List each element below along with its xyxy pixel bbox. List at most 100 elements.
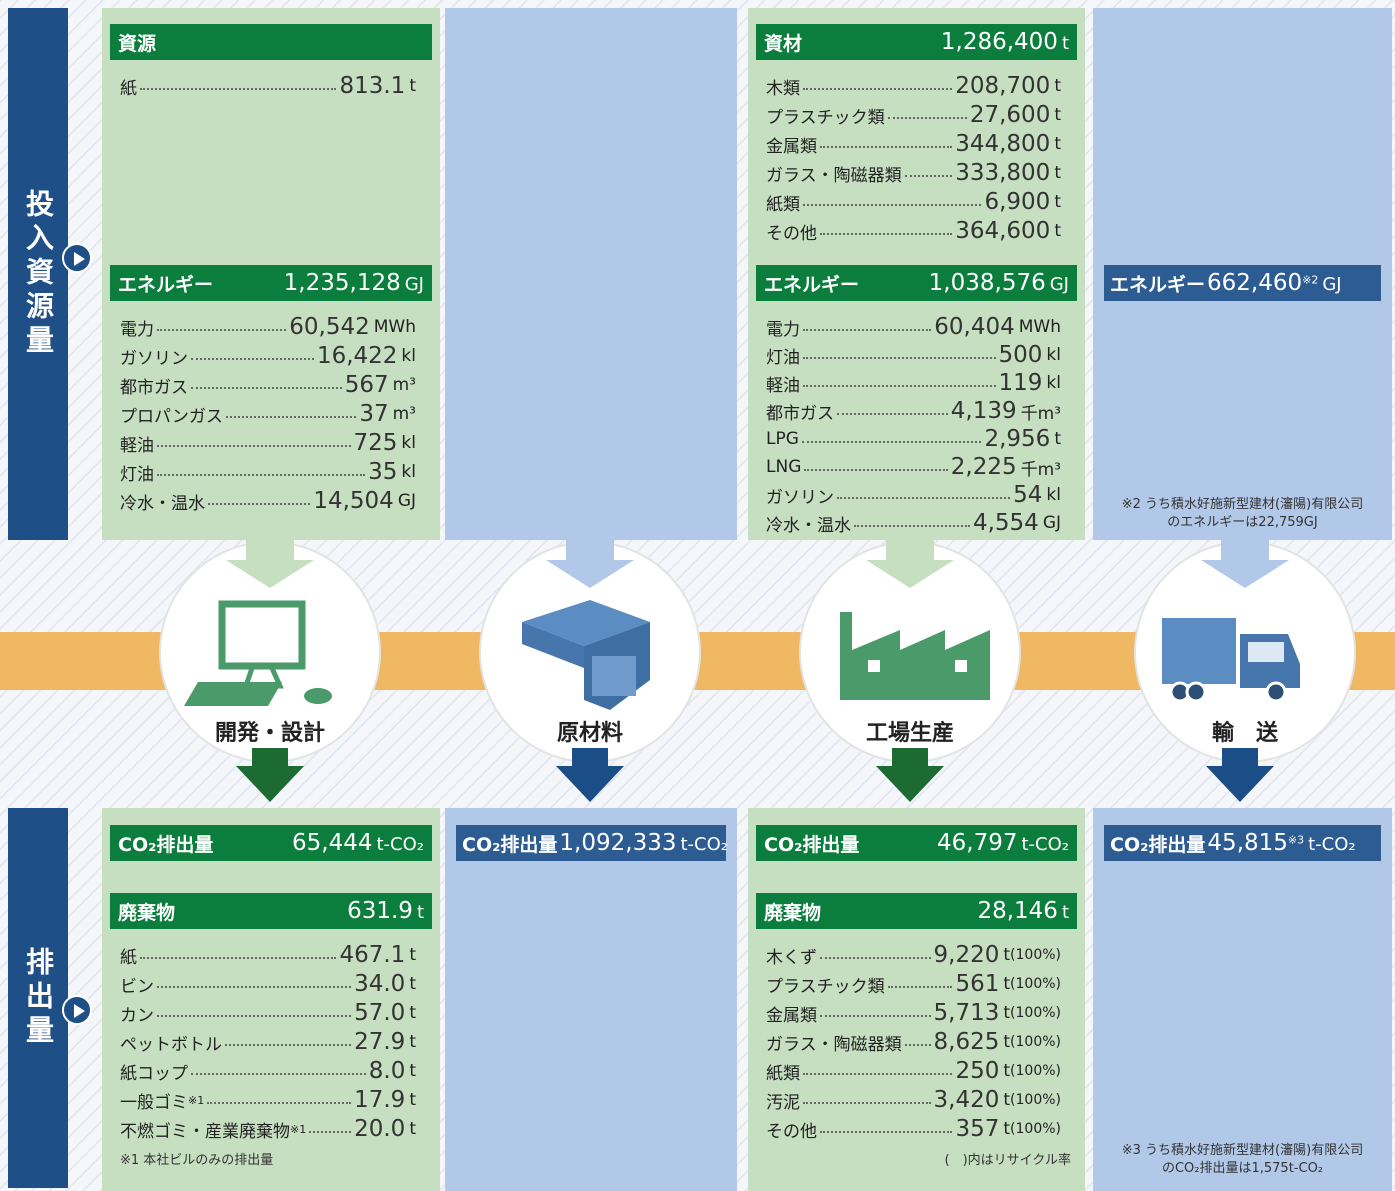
item-value: 567 <box>344 372 389 398</box>
icon-beam <box>592 656 636 696</box>
section-total: 1,092,333 t-CO₂ <box>559 830 728 856</box>
item-value: 250 <box>955 1058 1000 1084</box>
leader <box>157 474 366 476</box>
section-title: エネルギー <box>764 273 860 296</box>
item-unit: t <box>1054 134 1061 154</box>
item-label: プロパンガス <box>120 406 223 427</box>
item-label: カン <box>120 1005 154 1026</box>
item-row: 紙 813.1 t <box>120 72 416 100</box>
item-row: 金属類 344,800 t <box>766 130 1061 158</box>
leader <box>140 88 337 90</box>
item-label: 冷水・温水 <box>766 515 851 536</box>
footnote-line: ※2 うち積水好施新型建材(瀋陽)有限公司 <box>1121 497 1364 512</box>
item-label: 軽油 <box>120 435 154 456</box>
item-value: 34.0 <box>354 971 406 997</box>
item-label: 汚泥 <box>766 1092 800 1113</box>
item-unit: t <box>1054 76 1061 96</box>
leader <box>157 329 287 331</box>
output-arrow <box>1206 748 1274 802</box>
leader <box>820 233 953 235</box>
section-header: エネルギー 1,038,576 GJ <box>756 265 1077 301</box>
item-value: 37 <box>359 401 389 427</box>
item-label: ガラス・陶磁器類 <box>766 165 902 186</box>
leader <box>801 441 982 443</box>
item-value: 561 <box>955 971 1000 997</box>
input-panel: エネルギー 662,460※2 GJ ※2 うち積水好施新型建材(瀋陽)有限公司 のエネ… <box>1093 8 1392 540</box>
section-title: 資材 <box>764 32 803 55</box>
item-label: 木類 <box>766 78 800 99</box>
leader <box>820 957 931 959</box>
leader <box>157 986 352 988</box>
section-total: 1,038,576 GJ <box>929 270 1069 296</box>
item-unit: MWh <box>1018 317 1061 337</box>
item-unit: kl <box>1046 485 1061 505</box>
total-value: 631.9 <box>347 898 413 924</box>
stage-name: 輸 送 <box>1212 720 1278 746</box>
item-value: 357 <box>955 1116 1000 1142</box>
leader <box>225 416 357 418</box>
item-label: 金属類 <box>766 136 817 157</box>
section-header: 廃棄物 28,146 t <box>756 893 1077 929</box>
item-rate: (100%) <box>1010 1092 1061 1108</box>
item-row: カン 57.0 t <box>120 999 416 1027</box>
item-unit: GJ <box>397 491 416 511</box>
section-total: 28,146 t <box>977 898 1069 924</box>
leader <box>887 986 953 988</box>
leader <box>854 525 970 527</box>
item-unit: kl <box>1046 345 1061 365</box>
item-row: 紙コップ 8.0 t <box>120 1057 416 1085</box>
item-unit: t <box>1054 105 1061 125</box>
total-unit: t-CO₂ <box>376 834 424 855</box>
input-panel <box>445 8 737 540</box>
item-label: 灯油 <box>766 347 800 368</box>
item-label: 軽油 <box>766 375 800 396</box>
output-arrow <box>556 748 624 802</box>
total-unit: t-CO₂ <box>680 834 728 855</box>
item-unit: 千m³ <box>1020 403 1061 424</box>
item-row: プラスチック類 27,600 t <box>766 101 1061 129</box>
item-note: ※1 <box>290 1122 307 1136</box>
leader <box>157 1015 352 1017</box>
item-unit: 千m³ <box>1020 459 1061 480</box>
item-value: 364,600 <box>955 218 1051 244</box>
item-value: 54 <box>1013 482 1043 508</box>
item-value: 8.0 <box>368 1058 406 1084</box>
item-unit: t <box>1003 1119 1011 1139</box>
section-title: エネルギー <box>1110 273 1206 296</box>
item-row: 灯油 500 kl <box>766 341 1061 369</box>
item-label: 紙コップ <box>120 1063 188 1084</box>
item-label: 不燃ゴミ・産業廃棄物 <box>120 1121 290 1142</box>
item-row: プラスチック類 561 t (100%) <box>766 970 1061 998</box>
leader <box>191 387 342 389</box>
item-value: 8,625 <box>933 1029 1000 1055</box>
item-label: 紙類 <box>766 194 800 215</box>
item-label: 金属類 <box>766 1005 817 1026</box>
item-row: 都市ガス 567 m³ <box>120 371 416 399</box>
section-header: CO₂排出量 1,092,333 t-CO₂ <box>456 825 728 861</box>
item-label: ペットボトル <box>120 1034 222 1055</box>
item-rate: (100%) <box>1010 976 1061 992</box>
section-total: 46,797 t-CO₂ <box>937 830 1069 856</box>
leader <box>140 957 337 959</box>
item-label: 電力 <box>766 319 800 340</box>
item-label: プラスチック類 <box>766 976 885 997</box>
section-title: CO₂排出量 <box>462 833 558 856</box>
flow-arrow <box>546 540 634 588</box>
icon-monitor <box>218 600 306 670</box>
item-note: ※1 <box>188 1093 205 1107</box>
total-note: ※3 <box>1287 833 1305 847</box>
leader <box>803 204 982 206</box>
item-value: 2,956 <box>984 426 1051 452</box>
item-unit: t <box>409 1003 416 1023</box>
item-row: ペットボトル 27.9 t <box>120 1028 416 1056</box>
item-row: 灯油 35 kl <box>120 458 416 486</box>
item-unit: t <box>409 76 416 96</box>
leader <box>309 1131 352 1133</box>
item-unit: t <box>409 974 416 994</box>
item-row: 電力 60,542 MWh <box>120 313 416 341</box>
section-title: CO₂排出量 <box>764 833 860 856</box>
leader <box>191 1073 366 1075</box>
item-value: 17.9 <box>354 1087 406 1113</box>
total-unit: GJ <box>1322 274 1342 295</box>
total-value: 1,235,128 <box>283 270 401 296</box>
